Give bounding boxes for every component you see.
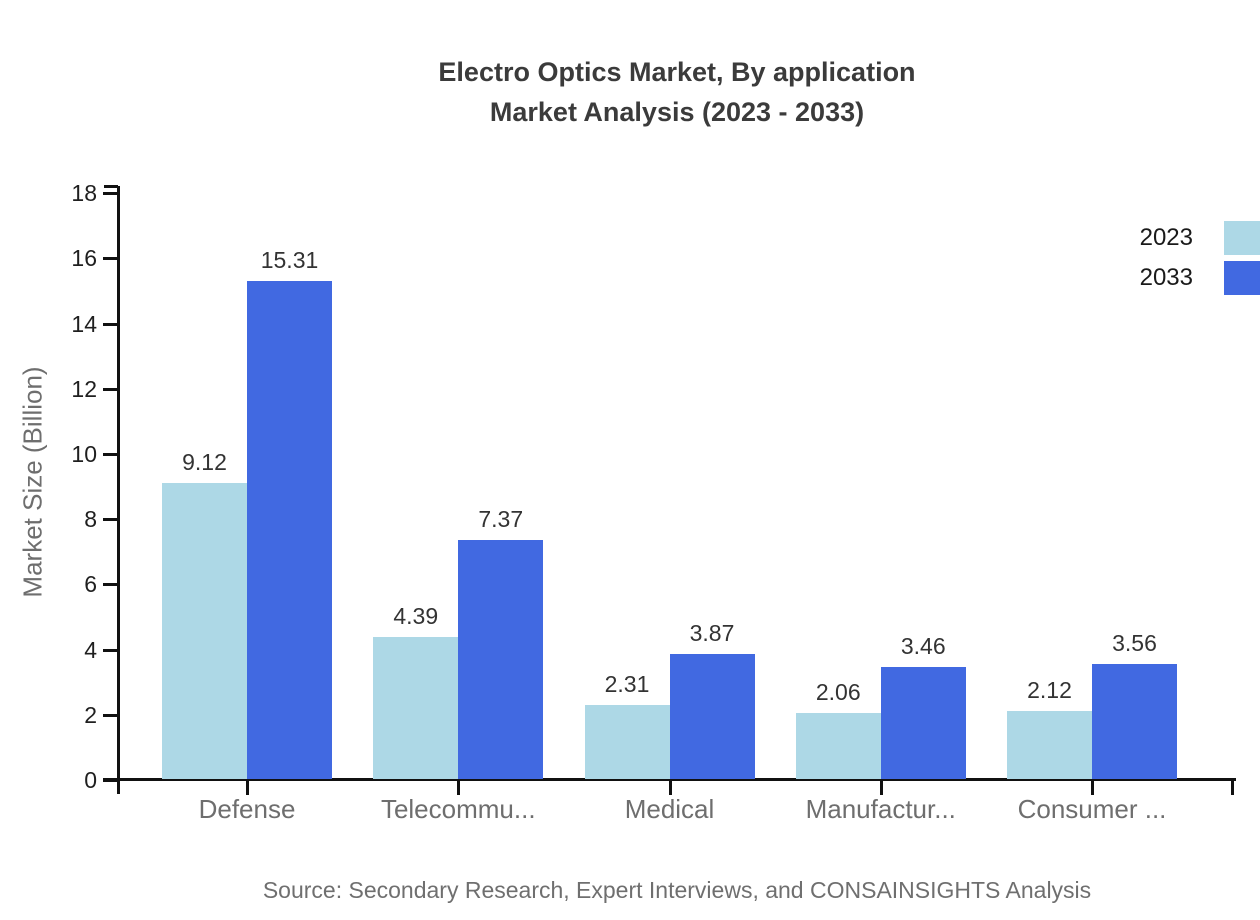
y-tick-8 (103, 518, 118, 522)
x-tick-defense (246, 780, 249, 795)
y-tick-6 (103, 583, 118, 587)
bar-2023-medical (584, 704, 670, 779)
y-tick-0 (103, 779, 118, 782)
value-label-2033-medical: 3.87 (689, 619, 735, 646)
y-tick-4 (103, 648, 118, 652)
y-tick-label-18: 18 (71, 180, 97, 207)
legend-item-2033: 2033 (1140, 258, 1260, 298)
y-tick-label-0: 0 (84, 767, 97, 793)
bar-2023-consumer (1007, 710, 1092, 779)
x-tick-telecommu (457, 780, 461, 795)
y-tick-16 (103, 257, 118, 261)
legend-label-2033: 2033 (1139, 264, 1193, 291)
x-tick-manufactur (879, 780, 883, 795)
bar-2033-telecommu (458, 539, 544, 779)
x-label-consumer: Consumer ... (1017, 794, 1167, 824)
legend-swatch-2033 (1224, 261, 1260, 295)
y-axis-end-cap (104, 185, 118, 188)
value-label-2023-consumer: 2.12 (1027, 676, 1072, 703)
x-label-telecommu: Telecommu... (380, 794, 536, 824)
y-tick-label-10: 10 (71, 441, 97, 467)
x-tick-consumer (1091, 780, 1094, 795)
x-label-medical: Medical (624, 794, 715, 824)
value-label-2033-manufactur: 3.46 (900, 633, 946, 660)
y-tick-10 (103, 453, 118, 456)
x-axis-line (103, 778, 1236, 781)
value-label-2023-telecommu: 4.39 (393, 602, 439, 629)
bar-2023-defense (162, 482, 247, 779)
y-tick-label-16: 16 (71, 245, 97, 272)
chart-title-line2: Market Analysis (2023 - 2033) (489, 97, 865, 127)
y-tick-label-14: 14 (71, 310, 97, 337)
value-label-2023-manufactur: 2.06 (815, 678, 861, 705)
value-label-2023-medical: 2.31 (604, 670, 650, 697)
y-tick-label-2: 2 (84, 701, 97, 728)
y-tick-18 (103, 192, 118, 196)
y-tick-label-6: 6 (84, 571, 97, 598)
bar-2033-consumer (1092, 663, 1177, 779)
legend-item-2023: 2023 (1140, 218, 1260, 258)
bar-2033-medical (669, 653, 755, 779)
x-axis-end-tick (1231, 780, 1234, 795)
x-tick-medical (668, 780, 672, 795)
y-tick-label-4: 4 (84, 636, 97, 663)
y-axis-line (117, 186, 120, 794)
x-label-defense: Defense (198, 794, 296, 824)
source-note: Source: Secondary Research, Expert Inter… (262, 877, 1092, 903)
legend-label-2023: 2023 (1139, 224, 1193, 251)
value-label-2033-telecommu: 7.37 (478, 505, 524, 532)
bar-2023-manufactur (795, 712, 881, 779)
y-tick-2 (103, 713, 118, 717)
bar-2033-defense (247, 280, 332, 779)
legend: 2023 2033 (1140, 218, 1260, 298)
y-tick-label-12: 12 (71, 375, 97, 402)
legend-swatch-2023 (1224, 221, 1260, 255)
y-tick-12 (103, 387, 118, 391)
x-label-manufactur: Manufactur... (805, 794, 956, 824)
bar-2033-manufactur (880, 667, 966, 779)
chart-title-line1: Electro Optics Market, By application (438, 57, 916, 87)
value-label-2023-defense: 9.12 (182, 448, 227, 475)
bar-2023-telecommu (373, 636, 459, 779)
y-tick-label-8: 8 (84, 506, 97, 533)
value-label-2033-consumer: 3.56 (1112, 629, 1157, 656)
y-tick-14 (103, 322, 118, 326)
chart-title: Electro Optics Market, By application Ma… (118, 52, 1236, 132)
value-label-2033-defense: 15.31 (260, 246, 319, 273)
